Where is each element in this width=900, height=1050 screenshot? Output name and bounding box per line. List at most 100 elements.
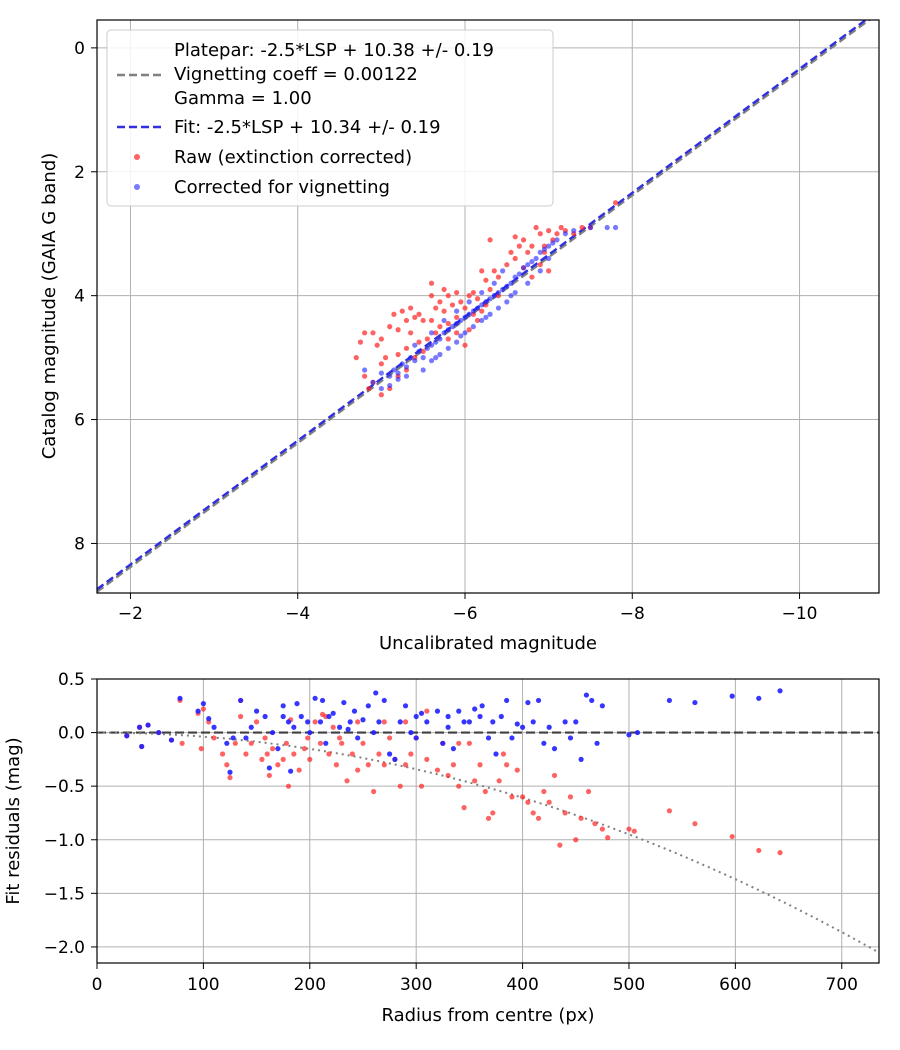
top-raw-point — [454, 289, 460, 296]
top-raw-point — [399, 308, 405, 314]
top-corrected-point — [370, 379, 376, 385]
top-raw-point — [416, 339, 422, 345]
bottom-raw-point — [525, 799, 531, 805]
top-raw-point — [462, 342, 468, 348]
top-corrected-point — [437, 336, 443, 342]
bottom-raw-point — [578, 815, 584, 821]
bottom-corrected-point — [168, 737, 175, 743]
bottom-corrected-points — [124, 688, 783, 775]
bottom-corrected-point — [578, 756, 584, 762]
top-raw-point — [504, 262, 510, 268]
top-raw-point — [537, 262, 543, 268]
top-raw-point — [512, 234, 518, 240]
top-raw-point — [428, 293, 435, 299]
bottom-corrected-point — [456, 708, 462, 714]
top-raw-point — [420, 348, 426, 355]
top-raw-point — [474, 317, 481, 324]
top-raw-point — [479, 268, 485, 274]
top-corrected-point — [516, 271, 522, 277]
top-raw-point — [378, 392, 384, 398]
top-corrected-point — [378, 370, 384, 376]
bottom-corrected-point — [525, 699, 531, 706]
top-corrected-point — [458, 317, 464, 324]
top-raw-point — [516, 243, 522, 249]
bottom-raw-point — [450, 762, 457, 768]
top-y-tick-label: 8 — [74, 534, 85, 554]
top-corrected-point — [466, 311, 472, 317]
bottom-corrected-point — [493, 751, 499, 757]
bottom-raw-point — [592, 821, 598, 827]
bottom-x-tick-label: 0 — [92, 975, 103, 995]
bottom-corrected-point — [490, 719, 496, 725]
top-corrected-point — [491, 293, 497, 299]
bottom-corrected-point — [541, 740, 547, 746]
bottom-raw-point — [371, 788, 377, 795]
top-corrected-point — [408, 355, 414, 361]
bottom-corrected-point — [777, 688, 783, 694]
bottom-corrected-point — [450, 746, 457, 752]
top-y-tick-label: 0 — [74, 39, 85, 59]
bottom-corrected-point — [519, 724, 526, 730]
bottom-raw-point — [224, 762, 230, 768]
bottom-raw-point — [291, 751, 297, 757]
legend-raw-label: Raw (extinction corrected) — [174, 147, 412, 168]
top-corrected-point — [487, 296, 493, 302]
top-corrected-point — [449, 324, 456, 330]
bottom-x-tick-label: 700 — [826, 975, 858, 995]
top-corrected-point — [412, 342, 418, 348]
bottom-raw-point — [386, 735, 393, 741]
bottom-corrected-point — [589, 697, 595, 704]
bottom-raw-point — [243, 751, 249, 757]
bottom-corrected-point — [472, 706, 478, 712]
top-corrected-point — [533, 255, 539, 262]
top-corrected-point — [462, 330, 468, 336]
top-y-tick-label: 2 — [74, 163, 85, 183]
top-raw-point — [546, 228, 552, 234]
top-raw-point — [454, 314, 460, 320]
top-raw-point — [353, 355, 359, 361]
top-corrected-point — [571, 228, 577, 234]
top-corrected-point — [378, 385, 384, 392]
top-corrected-point — [495, 305, 502, 311]
bottom-corrected-point — [227, 769, 233, 775]
top-raw-point — [483, 277, 489, 283]
top-corrected-point — [433, 339, 439, 345]
bottom-corrected-point — [238, 697, 244, 704]
bottom-raw-point — [232, 740, 238, 746]
top-corrected-point — [500, 268, 506, 274]
bottom-corrected-point — [355, 735, 361, 741]
bottom-corrected-point — [326, 713, 332, 720]
bottom-raw-point — [551, 772, 558, 779]
bottom-raw-point — [360, 740, 366, 746]
bottom-corrected-point — [136, 724, 143, 730]
top-raw-point — [391, 311, 397, 317]
bottom-corrected-point — [139, 743, 145, 750]
top-y-axis-label: Catalog magnitude (GAIA G band) — [39, 153, 60, 460]
top-corrected-point — [512, 274, 518, 280]
bottom-corrected-point — [418, 710, 425, 716]
top-x-tick-label: −2 — [118, 604, 143, 624]
top-corrected-point — [395, 376, 401, 382]
bottom-corrected-point — [546, 724, 552, 730]
bottom-vignetting-curve — [97, 731, 879, 954]
bottom-raw-point — [461, 805, 467, 811]
bottom-corrected-point — [266, 765, 272, 771]
top-corrected-point — [612, 224, 619, 231]
bottom-corrected-point — [298, 713, 304, 720]
bottom-raw-point — [312, 719, 318, 725]
top-raw-point — [479, 308, 485, 314]
bottom-corrected-point — [413, 713, 419, 720]
top-corrected-point — [395, 370, 401, 376]
bottom-chart: 0 100 200 300 400 500 600 700 0.5 0.0 −0.5 −1.0 −1.5… — [3, 670, 880, 1026]
top-corrected-point — [483, 314, 489, 320]
top-raw-point — [558, 224, 564, 231]
top-corrected-point — [458, 333, 464, 339]
top-x-tick-label: −6 — [452, 604, 477, 624]
top-raw-point — [487, 237, 493, 243]
bottom-raw-point — [317, 740, 324, 746]
bottom-raw-point — [777, 850, 783, 856]
bottom-corrected-point — [269, 729, 276, 736]
top-corrected-point — [428, 330, 435, 336]
top-corrected-point — [362, 367, 368, 373]
top-raw-point — [437, 324, 443, 330]
